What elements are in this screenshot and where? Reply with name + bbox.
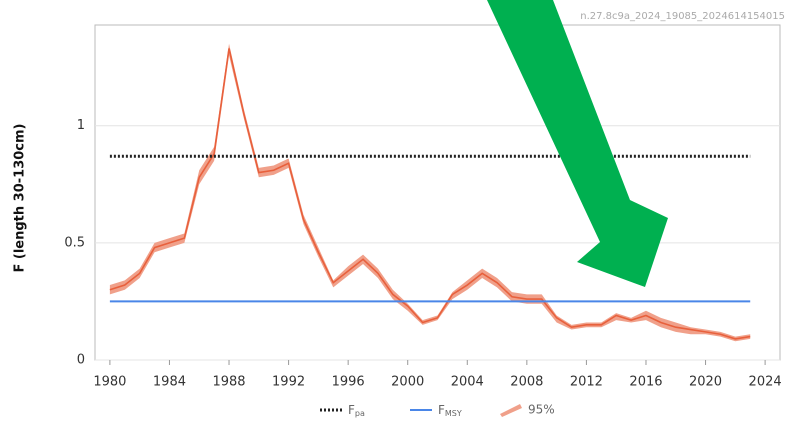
x-tick-label: 1992 [272,375,305,390]
x-tick-label: 2020 [689,375,722,390]
x-tick-label: 1996 [332,375,365,390]
x-tick-label: 2000 [391,375,424,390]
x-tick-label: 2016 [629,375,662,390]
legend-swatch [500,404,522,417]
y-axis-label: F (length 30-130cm) [13,124,28,273]
x-tick-label: 2024 [749,375,782,390]
x-tick-label: 2012 [570,375,603,390]
legend-label: FMSY [438,403,462,418]
legend-subscript: MSY [445,409,462,418]
confidence-band [109,43,751,342]
x-tick-label: 1984 [153,375,186,390]
f-line [109,48,751,340]
legend-subscript: pa [355,409,365,418]
y-tick-label: 0.5 [64,235,85,250]
watermark: n.27.8c9a_2024_19085_2024614154015 [580,11,785,22]
x-tick-label: 1980 [93,375,126,390]
x-tick-label: 2004 [451,375,484,390]
legend-label: 95% [528,403,555,417]
legend-name: F [438,403,445,417]
y-tick-label: 0 [77,353,85,368]
legend-name: F [348,403,355,417]
arrow [487,0,668,287]
legend-label: Fpa [348,403,365,418]
plot-frame [94,24,781,361]
y-tick-label: 1 [77,118,85,133]
x-tick-label: 2008 [510,375,543,390]
x-tick-label: 1988 [212,375,245,390]
